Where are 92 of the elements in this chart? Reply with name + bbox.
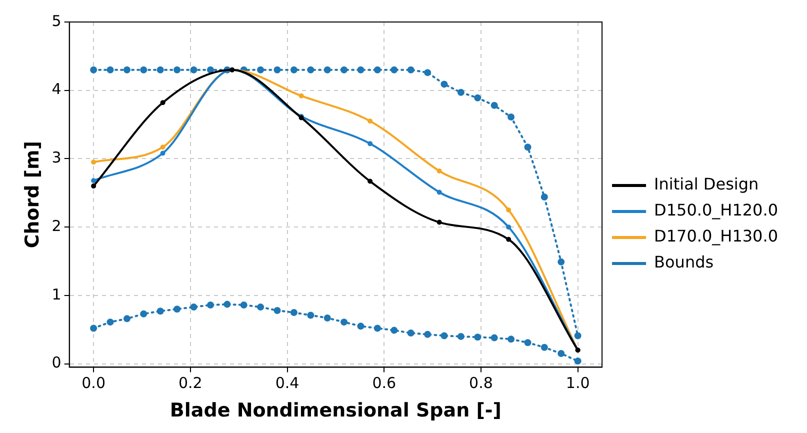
point <box>524 339 532 346</box>
point <box>574 332 582 340</box>
point <box>440 332 448 340</box>
x-tick-label: 0.6 <box>372 374 396 392</box>
point <box>174 66 181 74</box>
point <box>90 324 98 332</box>
point <box>407 66 414 74</box>
x-tick-label: 0.4 <box>275 374 300 392</box>
point <box>324 314 331 322</box>
point <box>140 310 148 318</box>
point <box>506 224 512 230</box>
point <box>540 193 548 200</box>
x-tick-label: 0.0 <box>82 374 106 392</box>
point <box>156 308 164 315</box>
point <box>307 66 314 74</box>
point <box>340 66 348 74</box>
point <box>508 114 515 121</box>
point <box>490 102 498 109</box>
point <box>440 80 448 88</box>
point <box>257 304 264 311</box>
point <box>91 178 96 184</box>
point <box>240 301 248 308</box>
point <box>436 190 442 195</box>
point <box>506 236 512 242</box>
point <box>368 178 373 184</box>
point <box>457 88 464 96</box>
point <box>290 309 298 316</box>
point <box>160 144 166 150</box>
y-axis-title: Chord [m] <box>21 140 44 248</box>
x-tick-label: 0.8 <box>469 374 493 392</box>
x-tick-label: 0.2 <box>178 374 202 392</box>
y-tick-label: 5 <box>52 12 62 30</box>
point <box>558 258 565 266</box>
point <box>490 334 498 342</box>
point <box>274 66 281 74</box>
point <box>206 301 214 308</box>
point <box>106 318 114 326</box>
y-tick-label: 3 <box>52 148 62 167</box>
point <box>224 300 231 308</box>
point <box>274 306 281 314</box>
point <box>90 66 98 74</box>
point <box>160 100 166 106</box>
point <box>457 332 464 340</box>
point <box>106 66 114 74</box>
point <box>424 330 432 338</box>
point <box>436 220 442 225</box>
point <box>368 141 373 146</box>
point <box>307 312 314 319</box>
x-axis-title: Blade Nondimensional Span [-] <box>170 400 502 422</box>
x-tick-label: 1.0 <box>566 374 590 392</box>
point <box>390 66 398 74</box>
point <box>290 66 298 74</box>
point <box>374 324 381 332</box>
point <box>357 66 364 74</box>
legend-label: Bounds <box>654 252 714 272</box>
point <box>91 184 96 189</box>
y-tick-label: 4 <box>52 80 62 98</box>
point <box>123 66 130 74</box>
point <box>298 93 304 98</box>
point <box>160 150 166 156</box>
point <box>140 66 148 74</box>
point <box>424 69 432 76</box>
point <box>91 160 96 165</box>
point <box>190 304 198 311</box>
point <box>506 207 512 212</box>
point <box>540 344 548 351</box>
point <box>190 66 198 74</box>
legend-label: D150.0_H120.0 <box>654 200 778 220</box>
point <box>340 318 348 326</box>
point <box>368 118 373 124</box>
point <box>324 66 331 74</box>
y-tick-label: 0 <box>52 354 62 372</box>
point <box>257 66 264 74</box>
point <box>407 330 414 337</box>
point <box>436 168 442 174</box>
legend-label: Initial Design <box>654 174 759 194</box>
point <box>524 144 532 151</box>
point <box>206 66 214 74</box>
y-tick-label: 2 <box>52 216 62 235</box>
point <box>474 334 482 341</box>
point <box>123 315 130 322</box>
point <box>174 306 181 313</box>
point <box>156 66 164 74</box>
legend-label: D170.0_H130.0 <box>654 226 778 246</box>
point <box>558 350 565 358</box>
point <box>474 94 482 102</box>
point <box>508 336 515 343</box>
point <box>357 322 364 330</box>
point <box>374 66 381 74</box>
y-tick-label: 1 <box>52 285 62 304</box>
point <box>574 358 582 365</box>
point <box>390 326 398 334</box>
